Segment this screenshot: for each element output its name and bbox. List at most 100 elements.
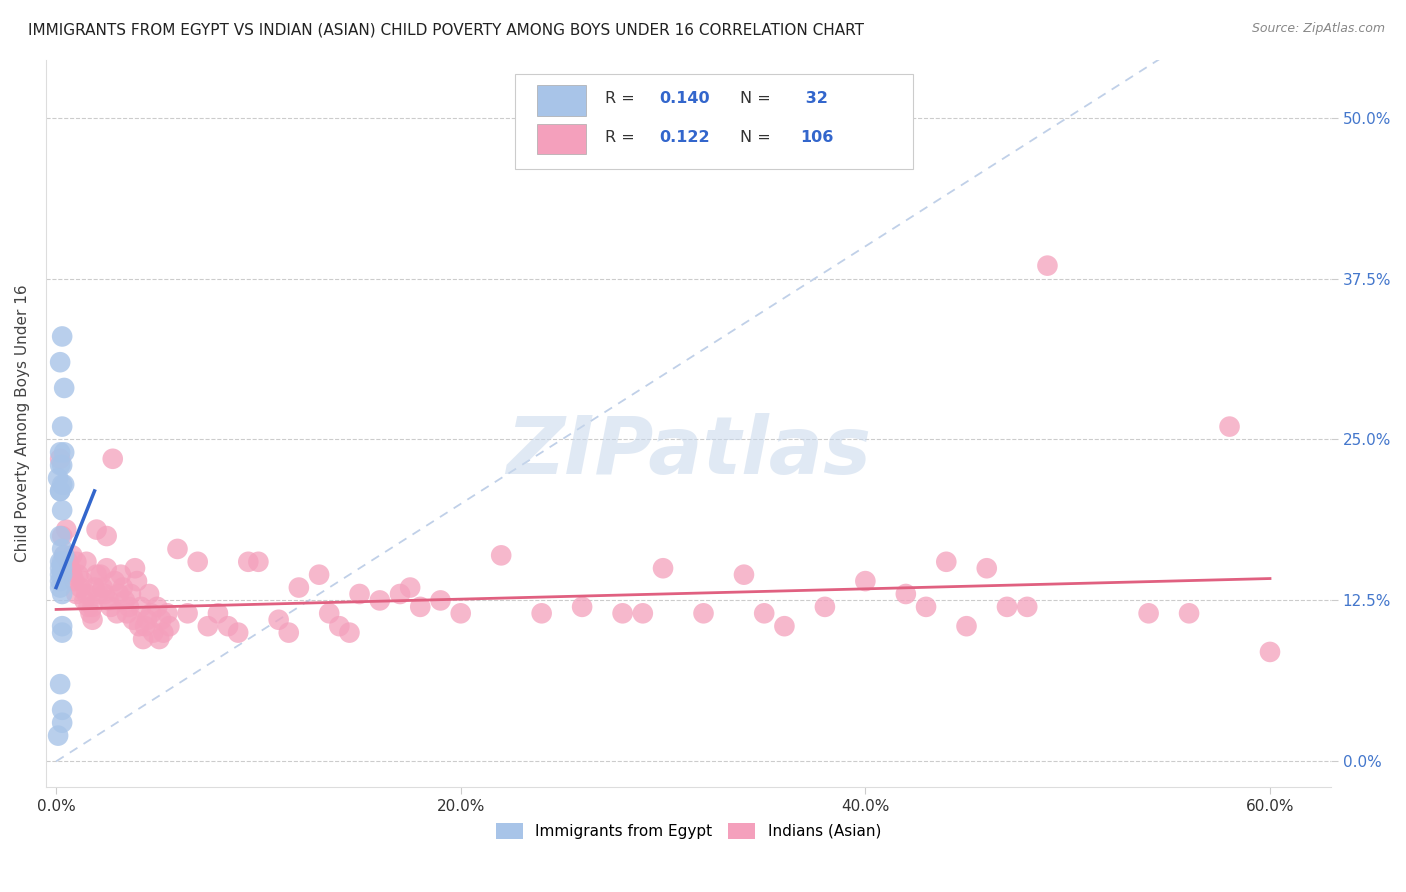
Point	[49, 355, 72, 369]
Point	[935, 555, 957, 569]
Point	[814, 599, 837, 614]
Point	[101, 451, 124, 466]
Point	[51, 541, 73, 556]
Point	[49, 555, 72, 569]
Point	[55, 523, 77, 537]
Point	[75, 555, 97, 569]
Point	[995, 599, 1018, 614]
Point	[51, 419, 73, 434]
Point	[51, 715, 73, 730]
Point	[53, 477, 76, 491]
Text: 0.122: 0.122	[659, 130, 710, 145]
Point	[58, 555, 80, 569]
Point	[49, 677, 72, 691]
Point	[46, 471, 69, 485]
Text: ZIPatlas: ZIPatlas	[506, 414, 870, 491]
Point	[141, 607, 163, 621]
Point	[97, 593, 120, 607]
Point	[110, 567, 132, 582]
Point	[83, 581, 105, 595]
Point	[652, 561, 675, 575]
Text: R =: R =	[605, 91, 640, 105]
Point	[176, 607, 198, 621]
Point	[51, 587, 73, 601]
Point	[146, 599, 169, 614]
Point	[51, 503, 73, 517]
Point	[82, 613, 104, 627]
Point	[152, 625, 174, 640]
Point	[489, 549, 512, 563]
Point	[1017, 599, 1039, 614]
Point	[238, 555, 260, 569]
Text: IMMIGRANTS FROM EGYPT VS INDIAN (ASIAN) CHILD POVERTY AMONG BOYS UNDER 16 CORREL: IMMIGRANTS FROM EGYPT VS INDIAN (ASIAN) …	[28, 22, 865, 37]
Point	[104, 574, 127, 588]
Point	[267, 613, 290, 627]
Point	[157, 619, 180, 633]
Point	[65, 555, 87, 569]
Point	[530, 607, 553, 621]
Point	[100, 599, 122, 614]
Point	[49, 529, 72, 543]
Point	[49, 483, 72, 498]
Point	[51, 619, 73, 633]
Point	[129, 599, 152, 614]
FancyBboxPatch shape	[515, 74, 912, 169]
Point	[49, 567, 72, 582]
Point	[51, 703, 73, 717]
Text: N =: N =	[740, 130, 776, 145]
Point	[69, 581, 91, 595]
Point	[51, 529, 73, 543]
Point	[128, 619, 150, 633]
Point	[142, 625, 165, 640]
Point	[51, 625, 73, 640]
Point	[53, 445, 76, 459]
Text: Source: ZipAtlas.com: Source: ZipAtlas.com	[1251, 22, 1385, 36]
Point	[51, 555, 73, 569]
Point	[51, 458, 73, 473]
Point	[318, 607, 340, 621]
Point	[51, 477, 73, 491]
Point	[105, 607, 128, 621]
Point	[107, 587, 129, 601]
Point	[166, 541, 188, 556]
Point	[134, 619, 156, 633]
Point	[63, 574, 86, 588]
Point	[692, 607, 714, 621]
Point	[1178, 607, 1201, 621]
Text: 106: 106	[800, 130, 834, 145]
Point	[73, 593, 96, 607]
Point	[207, 607, 229, 621]
Bar	[537, 85, 585, 116]
Point	[450, 607, 472, 621]
Point	[65, 587, 87, 601]
Point	[631, 607, 654, 621]
Point	[82, 599, 104, 614]
Point	[368, 593, 391, 607]
Text: 32: 32	[800, 91, 828, 105]
Point	[51, 329, 73, 343]
Point	[96, 529, 118, 543]
Point	[955, 619, 977, 633]
Point	[915, 599, 938, 614]
Bar	[537, 124, 585, 154]
Point	[49, 451, 72, 466]
Point	[197, 619, 219, 633]
Point	[59, 561, 82, 575]
Point	[46, 729, 69, 743]
Point	[72, 574, 94, 588]
Point	[853, 574, 876, 588]
Point	[87, 587, 110, 601]
Point	[1218, 419, 1240, 434]
Point	[288, 581, 311, 595]
Point	[79, 607, 101, 621]
Point	[1258, 645, 1281, 659]
Point	[49, 483, 72, 498]
Point	[75, 587, 97, 601]
Point	[51, 561, 73, 575]
Point	[136, 613, 159, 627]
Point	[894, 587, 917, 601]
Point	[53, 549, 76, 563]
Point	[773, 619, 796, 633]
Point	[754, 607, 776, 621]
Point	[60, 549, 83, 563]
